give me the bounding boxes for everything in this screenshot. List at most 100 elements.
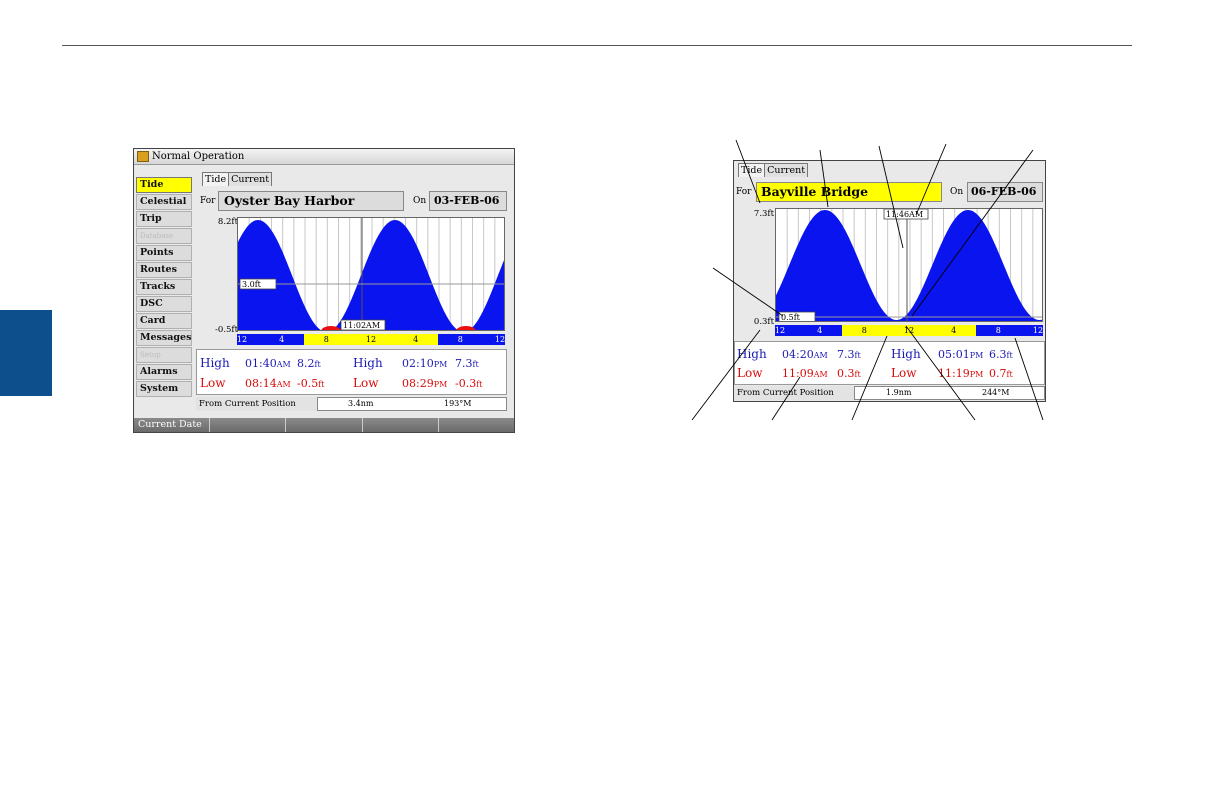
high1-time: 01:40AM xyxy=(245,357,291,370)
position-values-box xyxy=(854,386,1045,400)
hour-tick-label: 4 xyxy=(413,335,419,344)
distance-value: 3.4nm xyxy=(348,399,374,408)
cursor-height-label: 0.5ft xyxy=(781,313,801,322)
tide-graph-svg: 0.5ft 11:46AM xyxy=(776,209,1042,322)
callout-line-cursor-bottom xyxy=(905,325,976,421)
menu-item-points[interactable]: Points xyxy=(136,245,192,261)
tide-curve-fill xyxy=(238,220,504,330)
hour-tick-label: 12 xyxy=(774,326,786,335)
tide-table: High 04:20AM 7.3ft High 05:01PM 6.3ft Lo… xyxy=(734,341,1045,385)
for-label: For xyxy=(200,196,216,206)
menu-item-routes[interactable]: Routes xyxy=(136,262,192,278)
night-segment xyxy=(775,325,842,336)
low2-height: 0.7ft xyxy=(989,367,1013,380)
hour-tick-label: 8 xyxy=(995,326,1001,335)
hour-tick-label: 12 xyxy=(1032,326,1044,335)
from-position-label: From Current Position xyxy=(196,397,317,411)
cursor-height-label: 3.0ft xyxy=(242,280,262,289)
low2-time: 08:29PM xyxy=(402,377,448,390)
callout-line-night xyxy=(1014,337,1044,421)
tab-current[interactable]: Current xyxy=(228,172,273,186)
softkey-3[interactable] xyxy=(286,418,363,432)
tab-strip: Tide Current xyxy=(738,163,809,177)
menu-item-database: Database xyxy=(136,228,192,244)
tab-strip: Tide Current xyxy=(202,172,273,186)
menu-item-dsc[interactable]: DSC xyxy=(136,296,192,312)
from-position-label: From Current Position xyxy=(734,386,854,400)
softkey-2[interactable] xyxy=(210,418,287,432)
tab-current[interactable]: Current xyxy=(764,163,809,177)
high-label-2: High xyxy=(891,347,921,361)
tide-screen-normal-operation: Normal Operation Tide Celestial Trip Dat… xyxy=(133,148,515,433)
y-min-label: 0.3ft xyxy=(753,317,774,327)
window-title: Normal Operation xyxy=(152,151,245,162)
callout-line-cursor xyxy=(878,145,904,249)
night-segment xyxy=(237,334,304,345)
low1-height: -0.5ft xyxy=(297,377,325,390)
menu-item-card[interactable]: Card xyxy=(136,313,192,329)
callout-line-min-height xyxy=(691,329,761,421)
hour-tick-label: 4 xyxy=(817,326,823,335)
high2-height: 7.3ft xyxy=(455,357,479,370)
menu-item-tide[interactable]: Tide xyxy=(136,177,192,193)
night-segment xyxy=(976,325,1043,336)
high2-height: 6.3ft xyxy=(989,348,1013,361)
callout-line-low-tide xyxy=(771,376,801,421)
hour-tick-label: 4 xyxy=(951,326,957,335)
position-values-box xyxy=(317,397,507,411)
low1-time: 11:09AM xyxy=(782,367,828,380)
menu-item-tracks[interactable]: Tracks xyxy=(136,279,192,295)
y-max-label: 7.3ft xyxy=(753,209,774,219)
bearing-value: 244°M xyxy=(982,388,1010,397)
tide-graph[interactable]: 3.0ft 11:02AM xyxy=(237,217,505,331)
hour-tick-label: 12 xyxy=(494,335,506,344)
hour-tick-label: 4 xyxy=(279,335,285,344)
low1-time: 08:14AM xyxy=(245,377,291,390)
tide-graph[interactable]: 0.5ft 11:46AM xyxy=(775,208,1043,322)
softkey-current-date[interactable]: Current Date xyxy=(134,418,211,432)
date-field[interactable]: 06-FEB-06 xyxy=(967,182,1043,202)
side-menu: Tide Celestial Trip Database Points Rout… xyxy=(136,177,192,398)
on-label: On xyxy=(413,196,427,206)
softkey-4[interactable] xyxy=(363,418,439,432)
high-label-2: High xyxy=(353,356,383,370)
menu-item-messages[interactable]: Messages xyxy=(136,330,192,346)
window-titlebar: Normal Operation xyxy=(134,149,514,165)
app-icon xyxy=(137,151,149,162)
softkey-bar: Current Date xyxy=(134,418,514,432)
menu-item-trip[interactable]: Trip xyxy=(136,211,192,227)
cursor-time-label: 11:02AM xyxy=(343,321,380,330)
menu-item-system[interactable]: System xyxy=(136,381,192,397)
high1-time: 04:20AM xyxy=(782,348,828,361)
hour-scale: 12 4 8 12 4 8 12 xyxy=(237,334,505,345)
callout-line-high-tide xyxy=(819,149,829,208)
low2-time: 11:19PM xyxy=(938,367,984,380)
negative-tide-marker xyxy=(456,326,476,330)
page-header-rule xyxy=(62,45,1132,46)
station-field[interactable]: Bayville Bridge xyxy=(756,182,942,202)
station-field[interactable]: Oyster Bay Harbor xyxy=(218,191,404,211)
for-label: For xyxy=(736,187,752,197)
bearing-value: 193°M xyxy=(444,399,472,408)
low-label-1: Low xyxy=(200,376,226,390)
date-field[interactable]: 03-FEB-06 xyxy=(429,191,507,211)
callout-line-max-height xyxy=(735,139,761,204)
menu-item-celestial[interactable]: Celestial xyxy=(136,194,192,210)
menu-item-alarms[interactable]: Alarms xyxy=(136,364,192,380)
hour-tick-label: 8 xyxy=(861,326,867,335)
chapter-side-tab xyxy=(0,310,52,396)
low2-height: -0.3ft xyxy=(455,377,483,390)
y-max-label: 8.2ft xyxy=(217,217,238,227)
hour-tick-label: 12 xyxy=(236,335,248,344)
hour-tick-label: 8 xyxy=(323,335,329,344)
low1-height: 0.3ft xyxy=(837,367,861,380)
low-label-1: Low xyxy=(737,366,763,380)
hour-tick-label: 12 xyxy=(365,335,377,344)
position-info-bar: From Current Position 3.4nm 193°M xyxy=(196,397,507,411)
daylight-segment xyxy=(304,334,438,345)
high2-time: 02:10PM xyxy=(402,357,448,370)
on-label: On xyxy=(950,187,964,197)
high1-height: 7.3ft xyxy=(837,348,861,361)
callout-line-graph xyxy=(911,149,1034,317)
